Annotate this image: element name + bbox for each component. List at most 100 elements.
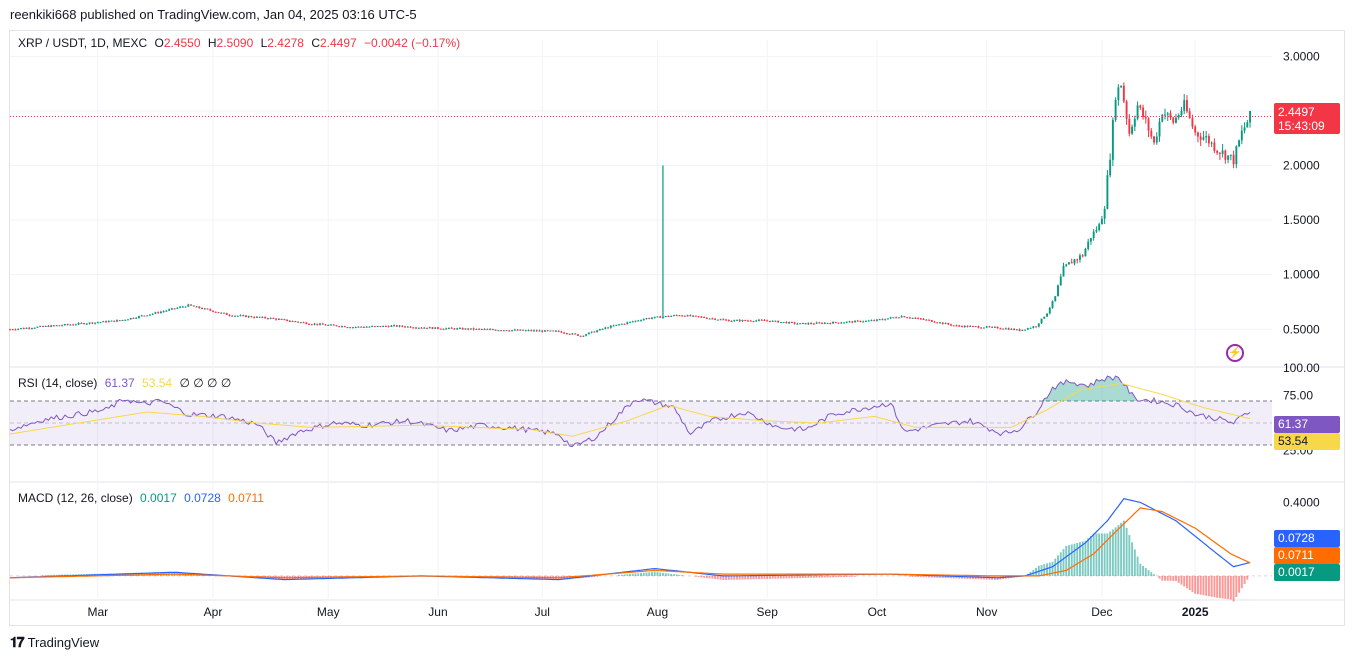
- candle-body: [280, 319, 283, 321]
- macd-histogram-bar: [843, 575, 845, 578]
- macd-histogram-bar: [1139, 563, 1142, 576]
- candle-body: [17, 328, 20, 330]
- price-tick-label: 2.0000: [1283, 159, 1320, 173]
- candle-body: [1026, 328, 1029, 330]
- candle-body: [651, 317, 653, 319]
- candle-body: [692, 315, 695, 317]
- candle-body: [1021, 329, 1024, 331]
- macd-histogram-bar: [714, 575, 717, 580]
- candle-body: [1024, 329, 1027, 331]
- macd-histogram-bar: [799, 575, 802, 579]
- candle-body: [368, 326, 371, 328]
- macd-label[interactable]: MACD (12, 26, close): [18, 491, 133, 505]
- macd-histogram-bar: [1070, 544, 1073, 576]
- macd-histogram-bar: [678, 574, 681, 576]
- footer-brand[interactable]: TradingView: [27, 635, 100, 650]
- candle-body: [1081, 255, 1084, 257]
- candle-body: [760, 319, 763, 321]
- macd-histogram-bar: [1048, 562, 1051, 576]
- candle-body: [823, 322, 826, 324]
- candle-body: [563, 332, 566, 334]
- candle-body: [1216, 150, 1219, 153]
- candle-body: [310, 324, 313, 326]
- macd-histogram-bar: [69, 574, 72, 576]
- macd-histogram-bar: [637, 573, 640, 576]
- candle-body: [582, 335, 585, 337]
- candle-body: [1087, 241, 1090, 249]
- candle-body: [711, 318, 714, 320]
- candle-body: [162, 311, 165, 313]
- candle-body: [261, 316, 264, 318]
- candle-body: [629, 321, 631, 323]
- candle-body: [170, 308, 173, 310]
- candle-body: [302, 322, 305, 324]
- candle-body: [332, 324, 335, 326]
- candle-body: [648, 318, 651, 320]
- macd-histogram-bar: [736, 575, 738, 580]
- macd-histogram-bar: [44, 575, 47, 576]
- candle-body: [404, 326, 407, 328]
- macd-tick-label: 0.4000: [1283, 495, 1320, 509]
- candle-body: [982, 327, 985, 329]
- candle-body: [475, 328, 478, 330]
- candle-body: [61, 325, 64, 327]
- candle-body: [758, 319, 760, 321]
- candle-body: [585, 334, 588, 336]
- candle-body: [1202, 137, 1205, 140]
- lightning-icon[interactable]: ⚡: [1226, 344, 1244, 362]
- macd-histogram-bar: [626, 574, 629, 576]
- last-price-tag: 2.4497 15:43:09: [1274, 103, 1340, 134]
- candle-body: [815, 322, 818, 324]
- macd-histogram-bar: [1136, 556, 1139, 576]
- candle-body: [730, 320, 733, 322]
- macd-histogram-bar: [634, 573, 637, 576]
- candle-body: [217, 312, 220, 314]
- macd-histogram-bar: [1109, 531, 1112, 576]
- rsi-ma-tag: 53.54: [1274, 433, 1340, 450]
- macd-histogram-bar: [1062, 549, 1065, 576]
- candle-body: [788, 322, 791, 324]
- candle-body: [426, 327, 428, 329]
- candle-body: [689, 315, 692, 317]
- macd-signal-line: [9, 507, 1251, 579]
- candle-body: [889, 317, 892, 319]
- macd-histogram-bar: [1158, 575, 1161, 579]
- candle-body: [319, 323, 321, 325]
- candle-body: [793, 322, 796, 324]
- tradingview-logo-icon: 𝟏𝟕: [10, 634, 25, 650]
- candle-body: [1037, 323, 1040, 327]
- macd-histogram-bar: [1196, 575, 1199, 595]
- candle-body: [908, 317, 911, 319]
- candle-body: [936, 322, 939, 324]
- candle-body: [1128, 118, 1131, 134]
- candle-body: [631, 321, 634, 323]
- macd-histogram-bar: [1232, 575, 1235, 602]
- candle-body: [461, 328, 464, 330]
- candle-body: [881, 319, 884, 321]
- candle-body: [132, 317, 135, 319]
- macd-histogram-bar: [1051, 561, 1054, 576]
- macd-histogram-bar: [766, 575, 769, 579]
- macd-histogram-bar: [1240, 575, 1243, 589]
- macd-histogram-bar: [1185, 575, 1188, 589]
- candle-body: [1205, 136, 1208, 138]
- candle-body: [524, 330, 527, 332]
- macd-histogram-bar: [801, 575, 804, 579]
- candle-body: [195, 306, 198, 308]
- candle-body: [1210, 142, 1213, 144]
- candle-body: [250, 316, 253, 318]
- macd-histogram-bar: [1100, 533, 1103, 576]
- rsi-label[interactable]: RSI (14, close): [18, 376, 98, 390]
- macd-histogram-bar: [651, 572, 653, 576]
- candle-body: [535, 330, 538, 332]
- candle-body: [1035, 326, 1038, 328]
- candle-body: [862, 321, 865, 323]
- candle-body: [618, 324, 621, 326]
- macd-histogram-bar: [716, 575, 719, 580]
- symbol-label[interactable]: XRP / USDT, 1D, MEXC: [18, 36, 148, 50]
- macd-histogram-bar: [681, 575, 684, 576]
- candle-body: [604, 327, 607, 329]
- candle-body: [837, 322, 840, 324]
- macd-histogram-bar: [1068, 545, 1070, 576]
